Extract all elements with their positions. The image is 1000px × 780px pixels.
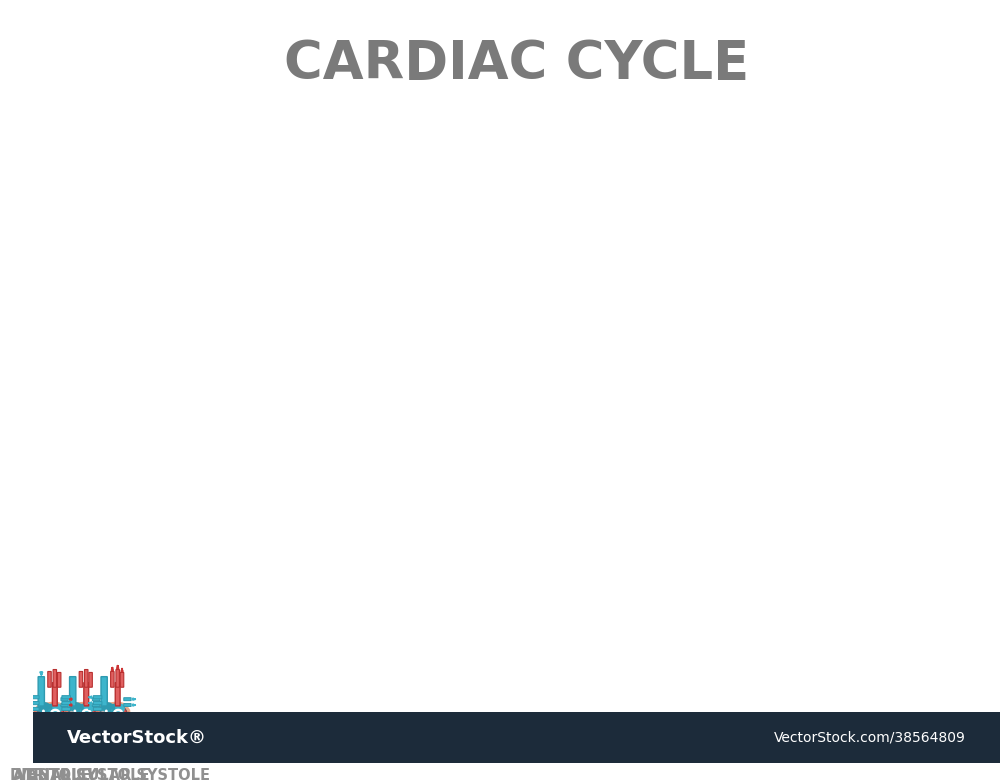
FancyBboxPatch shape <box>92 697 100 700</box>
Ellipse shape <box>68 702 84 716</box>
FancyBboxPatch shape <box>115 736 118 743</box>
FancyBboxPatch shape <box>48 672 51 687</box>
FancyBboxPatch shape <box>42 735 48 749</box>
Polygon shape <box>96 703 130 736</box>
Bar <box>33 712 1000 764</box>
Polygon shape <box>99 704 127 734</box>
FancyBboxPatch shape <box>61 704 68 707</box>
FancyBboxPatch shape <box>124 697 131 700</box>
FancyBboxPatch shape <box>92 717 97 719</box>
Polygon shape <box>73 705 82 710</box>
FancyBboxPatch shape <box>123 712 129 714</box>
Polygon shape <box>82 705 96 732</box>
FancyBboxPatch shape <box>52 682 57 706</box>
FancyBboxPatch shape <box>84 736 87 743</box>
Polygon shape <box>65 703 98 736</box>
FancyBboxPatch shape <box>101 677 107 706</box>
FancyBboxPatch shape <box>84 682 89 706</box>
FancyBboxPatch shape <box>92 704 100 707</box>
FancyBboxPatch shape <box>105 735 111 749</box>
FancyBboxPatch shape <box>65 712 71 714</box>
FancyBboxPatch shape <box>124 704 131 707</box>
Ellipse shape <box>111 703 125 714</box>
Ellipse shape <box>100 702 115 716</box>
Ellipse shape <box>80 703 93 714</box>
FancyBboxPatch shape <box>96 712 102 714</box>
Polygon shape <box>51 705 64 732</box>
Text: ATRIAL SYSTOLE: ATRIAL SYSTOLE <box>13 768 150 780</box>
FancyBboxPatch shape <box>85 669 88 687</box>
FancyBboxPatch shape <box>116 669 119 687</box>
FancyBboxPatch shape <box>34 718 39 720</box>
Text: CARDIAC CYCLE: CARDIAC CYCLE <box>284 37 749 90</box>
FancyBboxPatch shape <box>61 717 66 719</box>
FancyBboxPatch shape <box>61 712 66 714</box>
FancyBboxPatch shape <box>65 718 71 720</box>
FancyBboxPatch shape <box>123 717 129 719</box>
FancyBboxPatch shape <box>115 682 120 706</box>
FancyBboxPatch shape <box>96 718 102 720</box>
FancyBboxPatch shape <box>62 707 70 711</box>
FancyBboxPatch shape <box>30 701 39 704</box>
FancyBboxPatch shape <box>61 697 68 700</box>
FancyBboxPatch shape <box>53 669 57 687</box>
FancyBboxPatch shape <box>62 696 70 699</box>
FancyBboxPatch shape <box>38 677 44 706</box>
Polygon shape <box>67 704 96 734</box>
Text: VENTRICULAR SYSTOLE: VENTRICULAR SYSTOLE <box>16 768 210 780</box>
Text: VectorStock®: VectorStock® <box>67 729 207 746</box>
FancyBboxPatch shape <box>57 672 61 687</box>
Ellipse shape <box>49 703 62 714</box>
FancyBboxPatch shape <box>93 701 102 704</box>
Polygon shape <box>114 705 127 732</box>
FancyBboxPatch shape <box>34 712 39 714</box>
Polygon shape <box>42 705 51 710</box>
FancyBboxPatch shape <box>93 707 102 711</box>
FancyBboxPatch shape <box>93 696 102 699</box>
FancyBboxPatch shape <box>89 672 92 687</box>
Polygon shape <box>36 704 64 734</box>
Ellipse shape <box>37 702 52 716</box>
Polygon shape <box>104 705 114 710</box>
FancyBboxPatch shape <box>62 701 70 704</box>
FancyBboxPatch shape <box>30 696 39 699</box>
FancyBboxPatch shape <box>74 735 79 749</box>
FancyBboxPatch shape <box>30 707 39 711</box>
FancyBboxPatch shape <box>120 672 124 687</box>
FancyBboxPatch shape <box>111 672 114 687</box>
Polygon shape <box>33 703 67 736</box>
Text: VectorStock.com/38564809: VectorStock.com/38564809 <box>774 731 966 745</box>
FancyBboxPatch shape <box>79 672 83 687</box>
FancyBboxPatch shape <box>70 677 76 706</box>
Text: DIASTOLE: DIASTOLE <box>9 768 91 780</box>
FancyBboxPatch shape <box>92 712 97 714</box>
FancyBboxPatch shape <box>52 736 56 743</box>
